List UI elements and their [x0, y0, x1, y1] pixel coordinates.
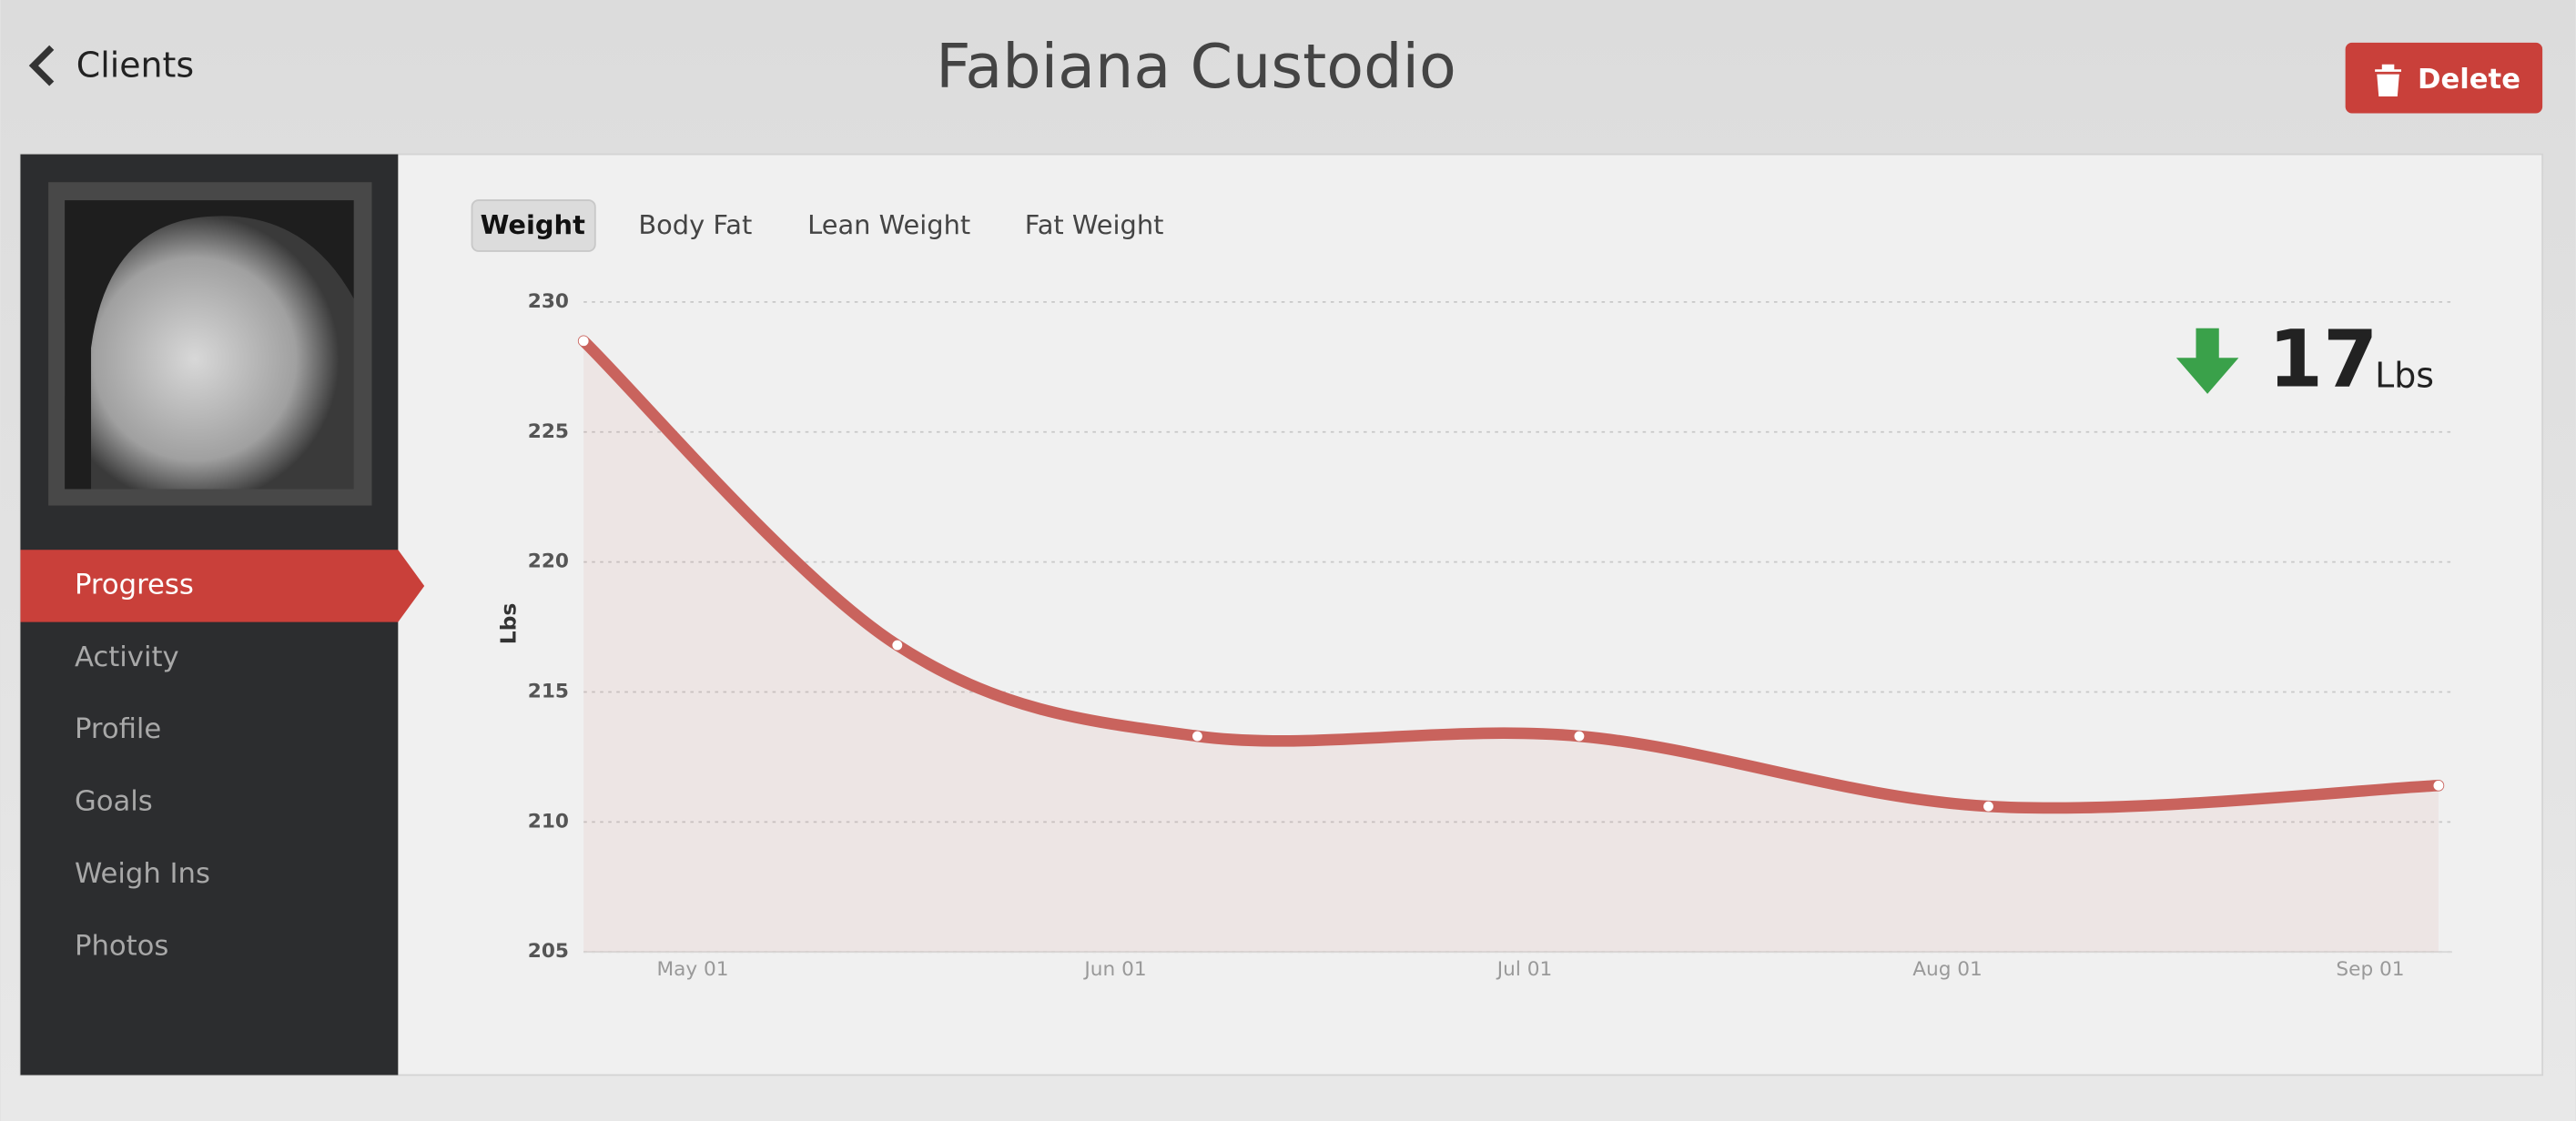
photo-hair [65, 200, 354, 490]
area [583, 340, 2439, 953]
y-tick-label: 210 [528, 810, 569, 833]
point[interactable] [1983, 801, 1993, 812]
tab[interactable]: Lean Weight [807, 209, 970, 240]
y-tick-label: 230 [528, 290, 569, 313]
change-unit: Lbs [2375, 355, 2434, 395]
plot: 205 210 215 220 225 230 May 01 Jun 01 Jul 01 Aug … [528, 290, 2452, 981]
x-tick-label: May 01 [656, 958, 728, 981]
nav-active [20, 550, 425, 622]
change-value: 17 [2268, 314, 2378, 405]
trash-icon [2375, 64, 2401, 96]
point[interactable] [1574, 731, 1585, 742]
tab-active [471, 199, 596, 252]
nav-item[interactable]: Goals [75, 786, 153, 818]
x-tick-label: Aug 01 [1912, 958, 1983, 981]
y-tick-label: 215 [528, 680, 569, 702]
nav-item[interactable]: Activity [75, 641, 179, 673]
back-link[interactable]: Clients [76, 45, 194, 85]
x-tick-label: Jul 01 [1496, 958, 1552, 981]
nav-item[interactable]: Progress [75, 569, 194, 601]
y-axis-label: Lbs [495, 603, 521, 645]
tabs: Weight Body Fat Lean Weight Fat Weight [471, 199, 1164, 252]
point[interactable] [892, 640, 903, 651]
x-tick-label: Sep 01 [2336, 958, 2404, 981]
tab[interactable]: Weight [481, 209, 585, 240]
nav-item[interactable]: Weigh Ins [75, 858, 210, 890]
y-tick-label: 205 [528, 940, 569, 963]
nav: Progress Activity Profile Goals Weigh Ins Pho… [20, 550, 425, 962]
line [577, 335, 2445, 814]
down-arrow [2175, 328, 2239, 394]
y-tick-label: 220 [528, 550, 569, 573]
tab[interactable]: Fat Weight [1025, 209, 1164, 240]
point[interactable] [2433, 780, 2444, 791]
card [19, 153, 2544, 1076]
nav-item[interactable]: Profile [75, 713, 161, 745]
tab[interactable]: Body Fat [638, 209, 752, 240]
y-tick-label: 225 [528, 420, 569, 443]
delete-label[interactable]: Delete [2418, 64, 2520, 96]
x-tick-label: Jun 01 [1082, 958, 1146, 981]
nav-item[interactable]: Photos [75, 930, 168, 962]
point[interactable] [1192, 731, 1202, 742]
point[interactable] [578, 336, 589, 347]
back-icon[interactable] [28, 45, 55, 86]
page-title: Fabiana Custodio [936, 31, 1456, 102]
